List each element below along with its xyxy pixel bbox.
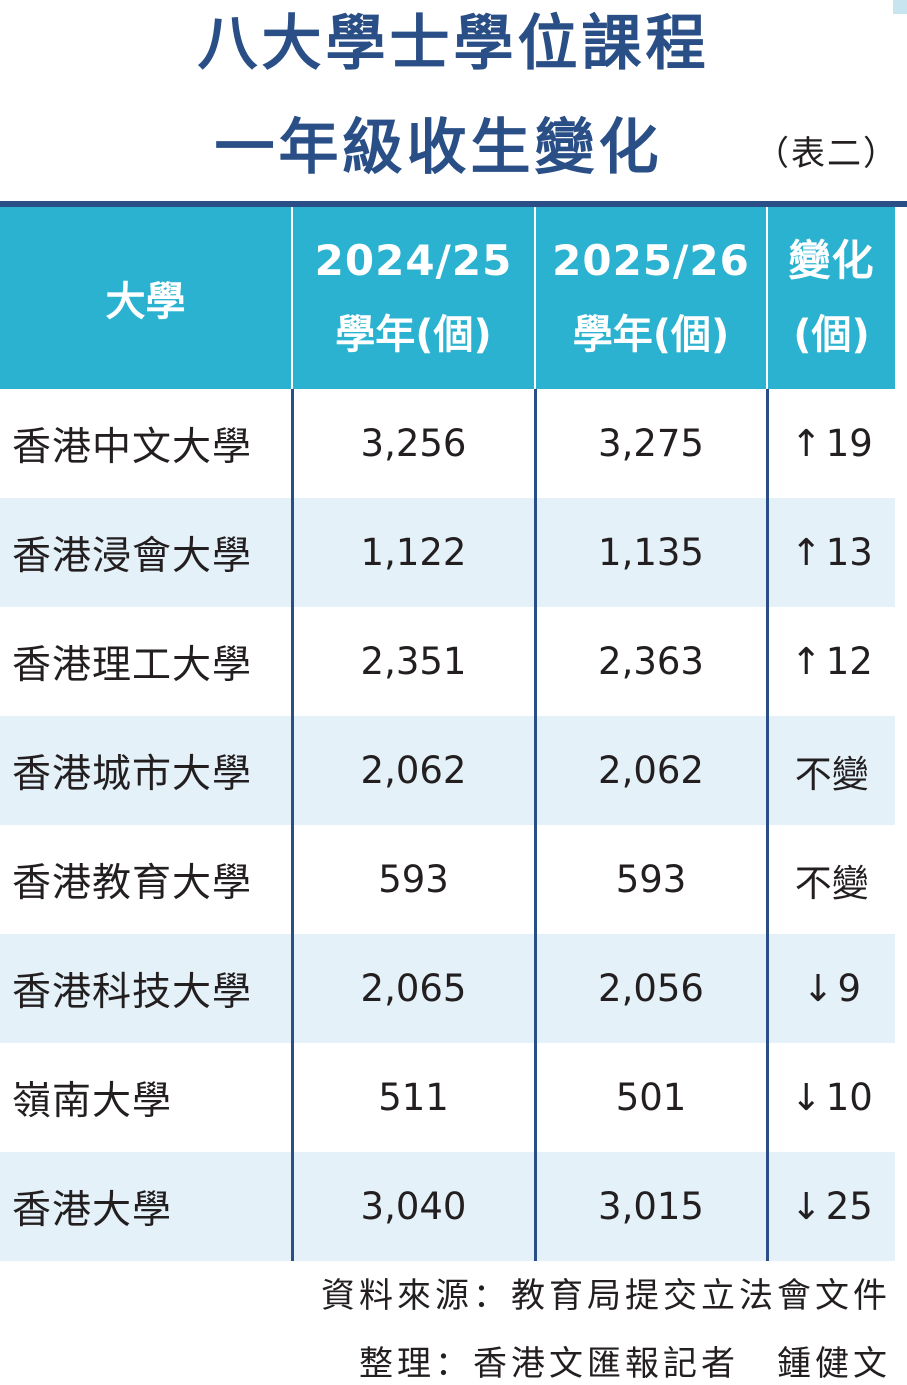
table-row: 香港理工大學 2,351 2,363 ↑ 12 [0,607,895,716]
table-row: 香港大學 3,040 3,015 ↓ 25 [0,1152,895,1261]
change-value: 9 [837,967,862,1010]
enrollment-table: 大學 2024/25 學年(個) 2025/26 學年(個) 變化 (個) 香港… [0,207,895,1261]
up-arrow-icon: ↑ [790,531,822,574]
down-arrow-icon: ↓ [790,1185,822,1228]
change-cell: ↑ 13 [765,498,895,607]
enrollment-2024-cell: 3,040 [290,1152,535,1261]
header-2025-year: 2025/26 [552,236,750,285]
change-cell: 不變 [765,825,895,934]
table-row: 香港浸會大學 1,122 1,135 ↑ 13 [0,498,895,607]
university-name-cell: 香港城市大學 [0,716,292,825]
table-header-row: 大學 2024/25 學年(個) 2025/26 學年(個) 變化 (個) [0,207,895,389]
university-name-cell: 香港浸會大學 [0,498,292,607]
header-2024: 2024/25 學年(個) [291,207,535,389]
page-title-line2: 一年級收生變化 [214,113,663,183]
data-source: 資料來源：教育局提交立法會文件 [321,1276,891,1316]
enrollment-2025-cell: 2,056 [533,934,767,1043]
table-row: 香港中文大學 3,256 3,275 ↑ 19 [0,389,895,498]
university-name-cell: 香港理工大學 [12,642,253,688]
change-cell: ↓ 25 [765,1152,895,1261]
change-cell: ↑ 19 [765,389,895,498]
down-arrow-icon: ↓ [790,1076,822,1119]
change-value: 12 [825,640,873,683]
university-name-cell: 香港大學 [0,1152,292,1261]
change-cell: ↓ 9 [765,934,895,1043]
compiled-by: 整理：香港文匯報記者 鍾健文 [359,1344,891,1384]
header-2024-year: 2024/25 [314,236,513,285]
up-arrow-icon: ↑ [790,640,822,683]
university-name-cell: 香港教育大學 [12,860,253,906]
corner-mark [893,0,907,14]
page-title-line1: 八大學士學位課程 [197,9,710,79]
enrollment-2024-cell: 3,256 [290,389,535,498]
enrollment-2024-cell: 2,351 [290,607,535,716]
header-2025-unit: 學年(個) [572,312,730,358]
change-value: 13 [825,531,873,574]
change-value: 25 [825,1185,873,1228]
university-name-cell: 嶺南大學 [12,1078,173,1124]
enrollment-2025-cell: 1,135 [533,498,767,607]
enrollment-2025-cell: 593 [533,825,767,934]
change-value: 不變 [794,752,869,796]
header-change-label: 變化 [788,236,875,285]
enrollment-2024-cell: 511 [290,1043,535,1152]
enrollment-2024-cell: 2,065 [290,934,535,1043]
table-label: （表二） [755,134,899,174]
down-arrow-icon: ↓ [802,967,834,1010]
enrollment-2025-cell: 2,363 [533,607,767,716]
enrollment-2024-cell: 593 [290,825,535,934]
change-cell: 不變 [765,716,895,825]
university-name-cell: 香港科技大學 [0,934,292,1043]
table-row: 香港科技大學 2,065 2,056 ↓ 9 [0,934,895,1043]
enrollment-2024-cell: 1,122 [290,498,535,607]
enrollment-2025-cell: 3,275 [533,389,767,498]
up-arrow-icon: ↑ [790,422,822,465]
table-row: 香港教育大學 593 593 不變 [0,825,895,934]
change-value: 19 [825,422,873,465]
header-change: 變化 (個) [766,207,895,389]
change-cell: ↓ 10 [765,1043,895,1152]
table-row: 香港城市大學 2,062 2,062 不變 [0,716,895,825]
university-name-cell: 香港中文大學 [12,424,253,470]
header-university: 大學 [0,207,292,389]
header-change-unit: (個) [793,312,870,358]
change-cell: ↑ 12 [765,607,895,716]
change-value: 不變 [794,861,869,905]
top-rule [0,201,907,207]
header-2024-unit: 學年(個) [335,312,492,358]
table-row: 嶺南大學 511 501 ↓ 10 [0,1043,895,1152]
enrollment-2025-cell: 2,062 [533,716,767,825]
enrollment-2025-cell: 501 [533,1043,767,1152]
header-2025: 2025/26 學年(個) [534,207,767,389]
change-value: 10 [825,1076,873,1119]
enrollment-2025-cell: 3,015 [533,1152,767,1261]
enrollment-2024-cell: 2,062 [290,716,535,825]
